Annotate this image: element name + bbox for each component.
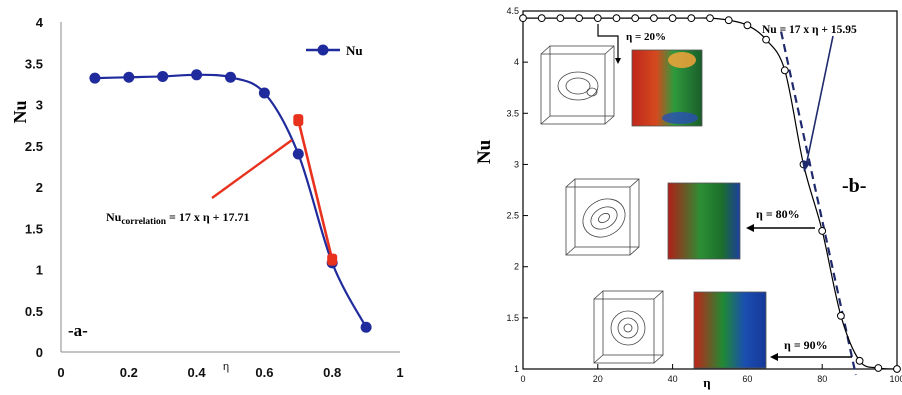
chart-b-point bbox=[668, 14, 677, 23]
chart-b-panel-label: -b- bbox=[842, 175, 866, 197]
chart-b-frame bbox=[522, 10, 898, 370]
chart-a-y-tick-label: 3.5 bbox=[25, 56, 43, 71]
inset-streamlines-90 bbox=[593, 290, 664, 364]
chart-a-y-tick-label: 2 bbox=[36, 180, 43, 195]
chart-b-point bbox=[874, 364, 883, 372]
chart-b-point bbox=[575, 14, 583, 23]
chart-a-nu-point bbox=[157, 70, 169, 82]
chart-b-annotation-eta20: η = 20% bbox=[597, 24, 666, 64]
chart-b-eta90-arrowhead bbox=[770, 353, 778, 361]
chart-b-y-tick-label: 1 bbox=[514, 364, 519, 374]
inset-temperature-80 bbox=[667, 182, 741, 260]
chart-b-x-tick-label: 80 bbox=[817, 374, 827, 384]
chart-b-correlation-arrowhead bbox=[802, 160, 811, 172]
inset-temperature-20 bbox=[631, 49, 703, 127]
chart-a-xlabel: η bbox=[223, 361, 229, 373]
chart-b-ylabel: Nu bbox=[474, 139, 495, 164]
chart-b-y-tick-label: 3.5 bbox=[506, 108, 519, 118]
chart-b-point bbox=[893, 365, 901, 373]
chart-b-y-tick-label: 2.5 bbox=[506, 211, 519, 221]
chart-a-x-tick-label: 0 bbox=[57, 365, 64, 380]
chart-a-nu-point bbox=[225, 71, 236, 83]
chart-b-eta80-text: η = 80% bbox=[756, 207, 800, 221]
chart-a-x-tick-label: 0.8 bbox=[323, 365, 341, 380]
chart-b-correlation-arrow bbox=[805, 35, 834, 167]
chart-b-x-tick-label: 60 bbox=[742, 374, 752, 384]
chart-a-y-tick-label: 1.5 bbox=[25, 221, 43, 236]
chart-a-series-correlation-line bbox=[297, 119, 334, 260]
chart-a-annotation-arrow bbox=[211, 139, 293, 199]
chart-b-point bbox=[650, 14, 658, 23]
chart-a-x-tick-label: 1 bbox=[396, 365, 403, 380]
chart-a-legend-marker bbox=[317, 44, 329, 56]
chart-a-y-tick-label: 4 bbox=[36, 15, 44, 30]
chart-b-correlation-text: Nu = 17 x η + 15.95 bbox=[762, 24, 857, 36]
chart-b-point bbox=[706, 14, 714, 23]
chart-b-eta20-text: η = 20% bbox=[626, 31, 666, 43]
chart-b-point bbox=[855, 356, 864, 365]
chart-a-x-tick-label: 0.4 bbox=[188, 365, 207, 380]
chart-a-correlation-point bbox=[293, 114, 304, 127]
chart-b-x-tick-label: 0 bbox=[520, 374, 525, 384]
chart-b-eta90-text: η = 90% bbox=[784, 338, 828, 352]
chart-b-annotation-correlation: Nu = 17 x η + 15.95 bbox=[762, 24, 857, 172]
chart-b-annotation-eta80: η = 80% bbox=[746, 207, 815, 232]
chart-b-point bbox=[780, 66, 789, 75]
inset-streamlines-80 bbox=[565, 178, 640, 256]
chart-b-x-tick-label: 20 bbox=[593, 374, 603, 384]
chart-a-y-tick-label: 0 bbox=[36, 345, 43, 360]
chart-a-correlation-point bbox=[327, 253, 338, 266]
chart-b-eta20-arrowhead bbox=[615, 58, 621, 64]
chart-b-correlation-line bbox=[779, 31, 857, 376]
chart-a: 0 0.5 1 1.5 2 2.5 3 3.5 4 0 0.2 0.4 0.6 0.8 1 Nu η -a… bbox=[10, 15, 404, 380]
chart-b-point bbox=[818, 227, 827, 235]
chart-a-panel-label: -a- bbox=[68, 321, 88, 340]
chart-b-annotation-eta90: η = 90% bbox=[770, 338, 852, 361]
chart-a-series-nu-line bbox=[94, 73, 368, 328]
chart-b-point bbox=[687, 14, 696, 23]
chart-b-point bbox=[593, 14, 602, 23]
chart-a-nu-point bbox=[89, 72, 101, 84]
inset-temperature-90 bbox=[693, 291, 767, 369]
chart-b-xlabel: η bbox=[703, 375, 710, 390]
chart-a-x-tick-label: 0.6 bbox=[255, 365, 273, 380]
chart-b-point bbox=[556, 14, 565, 23]
chart-b-point bbox=[631, 14, 640, 23]
chart-b-y-tick-label: 2 bbox=[514, 262, 519, 272]
chart-b-point bbox=[762, 35, 770, 44]
chart-a-nu-point bbox=[292, 148, 304, 160]
chart-b-point bbox=[837, 311, 845, 320]
chart-a-ylabel: Nu bbox=[10, 100, 30, 123]
chart-b-point bbox=[724, 16, 733, 25]
chart-b-x-tick-label: 100 bbox=[889, 374, 902, 384]
chart-b-point bbox=[537, 14, 546, 23]
chart-a-nu-point bbox=[360, 321, 372, 333]
inset-streamlines-20 bbox=[540, 45, 615, 125]
chart-a-nu-point bbox=[123, 71, 135, 83]
chart-b-point bbox=[612, 14, 621, 23]
chart-a-legend-label: Nu bbox=[346, 43, 363, 58]
chart-a-annotation: Nucorrelation = 17 x η + 17.71 bbox=[106, 210, 250, 227]
chart-b-point bbox=[743, 21, 752, 30]
chart-a-y-tick-label: 0.5 bbox=[25, 304, 43, 319]
chart-b: 1 1.5 2 2.5 3 3.5 4 4.5 0 20 40 60 80 100 Nu η -b- bbox=[474, 6, 902, 390]
chart-a-y-tick-label: 3 bbox=[36, 98, 43, 113]
chart-a-y-tick-label: 2.5 bbox=[25, 139, 43, 154]
chart-a-x-tick-label: 0.2 bbox=[120, 365, 138, 380]
chart-a-nu-point bbox=[191, 69, 203, 81]
chart-b-eta20-arrow bbox=[597, 24, 619, 60]
chart-b-y-tick-label: 3 bbox=[514, 159, 519, 169]
chart-b-y-tick-label: 4 bbox=[514, 57, 519, 67]
chart-b-point bbox=[519, 14, 527, 23]
chart-a-nu-point bbox=[258, 87, 270, 99]
chart-a-legend: Nu bbox=[306, 43, 363, 58]
chart-b-eta80-arrowhead bbox=[746, 224, 754, 232]
chart-b-y-tick-label: 4.5 bbox=[506, 6, 519, 16]
chart-a-y-tick-label: 1 bbox=[36, 263, 43, 278]
chart-b-x-tick-label: 40 bbox=[668, 374, 678, 384]
chart-b-y-tick-label: 1.5 bbox=[506, 313, 519, 323]
